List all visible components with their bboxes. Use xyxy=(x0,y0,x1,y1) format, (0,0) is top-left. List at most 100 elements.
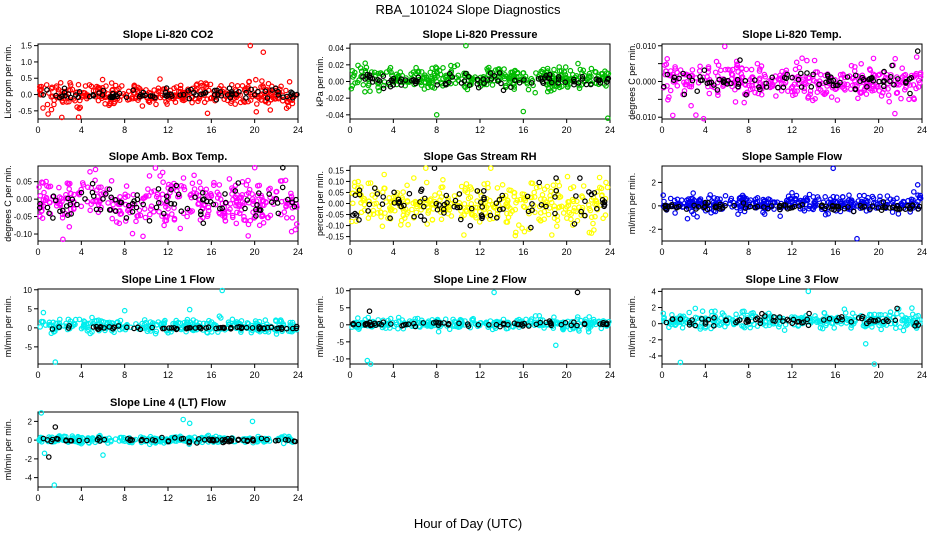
subset-point xyxy=(757,317,764,324)
y-tick-label: -0.02 xyxy=(326,94,345,103)
subset-point xyxy=(255,190,262,196)
subset-point xyxy=(555,80,562,86)
subset-point xyxy=(521,320,528,327)
y-axis-label: kPa per min. xyxy=(315,56,325,107)
subset-point xyxy=(756,84,762,90)
chart-panel: Slope Li-820 Temp. degrees C per min. 0 4 8 1… xyxy=(627,29,927,135)
data-point xyxy=(551,83,558,89)
data-point xyxy=(265,80,272,87)
chart-title: Slope Line 1 Flow xyxy=(122,274,215,286)
data-point xyxy=(127,209,133,216)
data-point xyxy=(791,81,798,88)
data-point xyxy=(100,452,106,458)
subset-point xyxy=(833,82,839,89)
subset-point xyxy=(405,321,412,328)
data-point xyxy=(884,193,891,199)
subset-point xyxy=(207,199,214,205)
data-point xyxy=(512,232,519,239)
data-point xyxy=(789,190,795,196)
subset-point xyxy=(84,437,90,444)
x-tick-label: 20 xyxy=(562,125,572,135)
data-point xyxy=(173,84,180,90)
data-point xyxy=(503,219,510,225)
subset-point xyxy=(222,191,228,197)
subset-point xyxy=(123,215,130,221)
subset-point xyxy=(228,324,234,331)
subset-point xyxy=(837,79,843,86)
subset-point xyxy=(188,86,194,93)
data-point xyxy=(159,169,166,176)
data-point xyxy=(196,200,202,207)
data-point xyxy=(505,325,511,332)
subset-point xyxy=(740,200,747,206)
subset-point xyxy=(365,208,371,214)
data-point xyxy=(886,98,893,105)
subset-point xyxy=(516,80,523,86)
subset-point xyxy=(574,289,581,296)
subset-point xyxy=(669,316,676,323)
subset-point xyxy=(367,322,374,329)
subset-point xyxy=(112,197,119,203)
subset-point xyxy=(673,205,680,211)
data-point xyxy=(485,184,491,191)
data-point xyxy=(554,319,561,326)
chart-title: Slope Line 3 Flow xyxy=(746,274,839,286)
data-point xyxy=(184,213,190,220)
data-point xyxy=(735,211,741,218)
subset-point xyxy=(191,90,197,96)
data-point xyxy=(484,213,491,219)
subset-point xyxy=(493,215,500,221)
subset-point xyxy=(780,318,786,325)
data-point xyxy=(689,67,696,73)
subset-point xyxy=(294,91,300,98)
data-point xyxy=(679,324,686,331)
data-point xyxy=(458,321,465,328)
data-point xyxy=(153,328,160,335)
data-point xyxy=(548,232,555,238)
data-point xyxy=(362,89,368,95)
subset-point xyxy=(456,320,462,327)
subset-point xyxy=(106,324,113,330)
data-point xyxy=(434,79,440,85)
data-point xyxy=(546,80,552,87)
subset-point xyxy=(789,74,795,81)
data-point xyxy=(512,229,519,236)
subset-point xyxy=(579,76,586,82)
data-point xyxy=(561,69,568,75)
subset-point xyxy=(769,74,776,81)
data-point xyxy=(463,207,470,213)
data-point xyxy=(78,203,85,210)
subset-point xyxy=(752,204,758,211)
data-point xyxy=(761,71,768,78)
chart-panel: Slope Gas Stream RH percent per min. 0 4 8 12… xyxy=(315,151,615,257)
subset-point xyxy=(500,320,507,327)
subset-point xyxy=(701,67,708,74)
data-point xyxy=(892,325,899,332)
data-point xyxy=(102,101,108,107)
subset-point xyxy=(697,77,704,84)
subset-point xyxy=(201,436,208,443)
data-point xyxy=(913,54,920,60)
x-tick-label: 12 xyxy=(163,370,173,380)
subset-point xyxy=(89,180,96,187)
subset-point xyxy=(528,224,534,231)
data-point xyxy=(195,98,201,105)
data-point xyxy=(706,90,713,97)
data-point xyxy=(502,83,509,89)
subset-point xyxy=(852,72,859,79)
data-point xyxy=(87,320,94,326)
data-point xyxy=(830,320,836,326)
data-point xyxy=(499,182,506,188)
data-point xyxy=(247,97,254,104)
data-point xyxy=(438,216,445,223)
y-axis-label: degrees C per min. xyxy=(3,165,13,242)
data-point xyxy=(697,63,703,70)
data-point xyxy=(519,225,525,232)
subset-point xyxy=(496,206,503,213)
subset-point xyxy=(894,305,900,312)
data-point xyxy=(287,319,294,326)
subset-point xyxy=(74,201,80,208)
data-point xyxy=(820,90,826,96)
data-point xyxy=(100,319,107,325)
subset-point xyxy=(162,89,169,96)
